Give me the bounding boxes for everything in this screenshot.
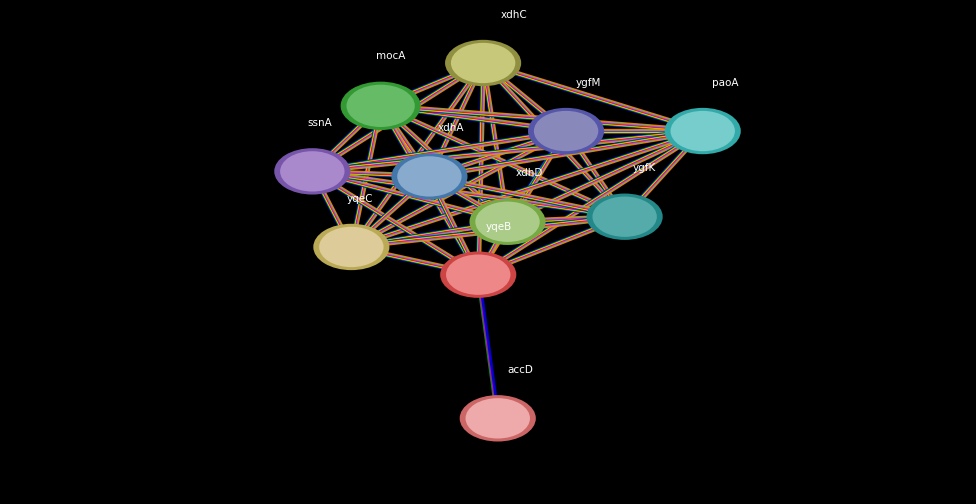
Ellipse shape (319, 227, 384, 267)
Ellipse shape (466, 398, 530, 438)
Ellipse shape (391, 153, 468, 200)
Text: ygfK: ygfK (632, 163, 656, 173)
Text: accD: accD (508, 365, 534, 375)
Text: xdhA: xdhA (437, 123, 464, 133)
Ellipse shape (440, 251, 516, 298)
Ellipse shape (475, 202, 540, 242)
Ellipse shape (587, 194, 663, 240)
Ellipse shape (469, 199, 546, 245)
Text: paoA: paoA (712, 78, 739, 88)
Ellipse shape (451, 43, 515, 83)
Ellipse shape (528, 108, 604, 154)
Ellipse shape (665, 108, 741, 154)
Text: yqeC: yqeC (346, 194, 373, 204)
Ellipse shape (346, 85, 415, 127)
Ellipse shape (274, 148, 350, 195)
Ellipse shape (534, 111, 598, 151)
Ellipse shape (446, 255, 510, 295)
Ellipse shape (460, 395, 536, 442)
Ellipse shape (445, 40, 521, 86)
Text: mocA: mocA (376, 51, 405, 61)
Text: xdhC: xdhC (501, 10, 527, 20)
Ellipse shape (341, 82, 421, 130)
Ellipse shape (671, 111, 735, 151)
Ellipse shape (313, 224, 389, 270)
Text: ygfM: ygfM (576, 78, 601, 88)
Ellipse shape (280, 151, 345, 192)
Text: yqeB: yqeB (486, 222, 512, 232)
Ellipse shape (397, 156, 462, 197)
Ellipse shape (592, 197, 657, 237)
Text: xdhD: xdhD (515, 168, 543, 178)
Text: ssnA: ssnA (307, 118, 332, 128)
